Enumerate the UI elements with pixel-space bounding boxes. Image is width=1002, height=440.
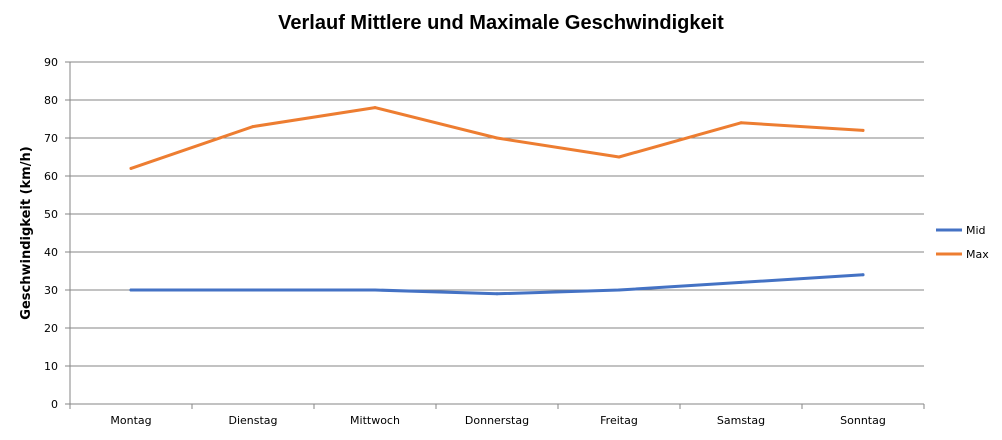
x-tick-label: Mittwoch [350,414,400,427]
chart-title: Verlauf Mittlere und Maximale Geschwindi… [278,12,724,34]
data-point-mid [129,288,133,292]
data-point-max [739,121,743,125]
x-tick-label: Sonntag [840,414,886,427]
y-tick-label: 0 [51,398,58,411]
y-tick-label: 50 [44,208,58,221]
legend-label-mid: Mid [966,224,986,237]
data-point-max [495,136,499,140]
data-point-max [251,125,255,129]
data-point-mid [617,288,621,292]
data-point-max [617,155,621,159]
y-tick-label: 60 [44,170,58,183]
data-point-mid [495,292,499,296]
data-point-mid [739,280,743,284]
y-tick-label: 40 [44,246,58,259]
y-tick-label: 30 [44,284,58,297]
x-tick-label: Freitag [600,414,638,427]
data-point-mid [373,288,377,292]
legend-label-max: Max [966,248,989,261]
data-point-max [373,106,377,110]
x-tick-label: Dienstag [228,414,277,427]
data-point-max [129,166,133,170]
x-tick-label: Samstag [717,414,765,427]
series-line-mid [129,273,865,296]
data-point-max [861,128,865,132]
y-axis-title: Geschwindigkeit (km/h) [19,146,34,319]
y-tick-label: 20 [44,322,58,335]
x-tick-label: Donnerstag [465,414,529,427]
y-tick-label: 70 [44,132,58,145]
x-tick-label: Montag [110,414,151,427]
data-point-mid [251,288,255,292]
data-point-mid [861,273,865,277]
y-tick-label: 80 [44,94,58,107]
y-tick-label: 10 [44,360,58,373]
y-tick-label: 90 [44,56,58,69]
